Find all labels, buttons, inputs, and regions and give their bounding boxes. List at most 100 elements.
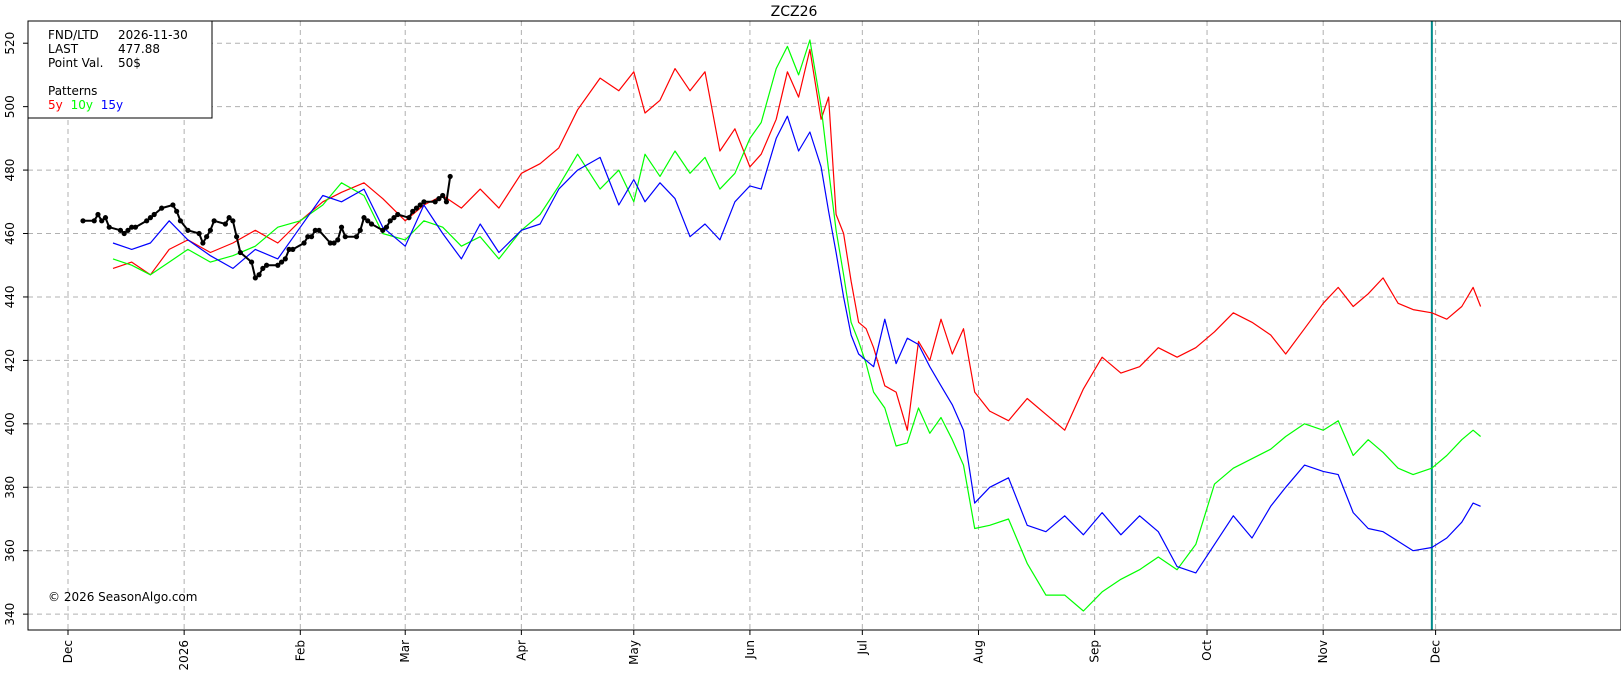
series-point — [447, 173, 453, 180]
series-point — [159, 205, 165, 211]
y-tick-label: 420 — [3, 349, 17, 372]
x-tick-label: Dec — [61, 640, 75, 663]
x-tick-label: Jul — [855, 640, 869, 655]
x-tick-label: Apr — [514, 640, 528, 661]
series-point — [368, 221, 375, 227]
series-point — [391, 215, 397, 221]
patterns-label: Patterns — [48, 84, 97, 98]
y-tick-label: 380 — [3, 476, 17, 499]
pointval-label: Point Val. — [48, 56, 103, 70]
x-tick-label: Mar — [398, 640, 412, 663]
y-tick-label: 480 — [3, 159, 17, 182]
series-point — [185, 227, 191, 233]
series-point — [335, 237, 341, 243]
series-point — [125, 227, 131, 233]
series-point — [308, 234, 315, 240]
series-line-5y — [112, 48, 1482, 431]
series-point — [338, 224, 345, 230]
series-point — [436, 196, 442, 202]
series-point — [226, 215, 232, 221]
series-point — [237, 249, 243, 256]
series-point — [440, 192, 446, 199]
grid-lines — [28, 21, 1621, 630]
series-point — [290, 246, 296, 252]
series-point — [413, 205, 420, 211]
series-point — [278, 259, 285, 265]
copyright-text: © 2026 SeasonAlgo.com — [48, 590, 197, 604]
patterns-legend: 5y 10y 15y — [48, 98, 123, 112]
series-point — [406, 215, 412, 221]
x-tick-label: Feb — [293, 640, 307, 661]
last-value: 477.88 — [118, 42, 160, 56]
series-point — [170, 202, 176, 208]
x-tick-label: Sep — [1088, 640, 1102, 663]
series-point — [95, 211, 101, 218]
series-point — [91, 218, 97, 224]
x-axis: Dec 2026 Feb Mar Apr May Jun Jul Aug Sep Oct Nov Dec — [61, 630, 1443, 671]
series-line-15y — [112, 115, 1481, 574]
y-tick-label: 460 — [3, 222, 17, 245]
last-label: LAST — [48, 42, 79, 56]
series-point — [234, 234, 240, 240]
series-point — [211, 218, 217, 224]
series-point — [365, 218, 371, 224]
series-point — [248, 259, 255, 265]
legend-5y: 5y — [48, 98, 63, 112]
x-tick-label: Dec — [1429, 640, 1443, 663]
series-point — [129, 224, 135, 230]
x-tick-label: 2026 — [177, 640, 191, 671]
series-point — [387, 218, 393, 224]
legend-15y: 15y — [101, 98, 123, 112]
series-point — [147, 215, 154, 221]
series-point — [207, 227, 213, 233]
series-point — [106, 224, 112, 230]
y-tick-label: 340 — [3, 603, 17, 626]
series-point — [102, 215, 109, 221]
series-point — [196, 230, 202, 237]
series-point — [286, 246, 292, 252]
y-tick-label: 500 — [3, 95, 17, 118]
series-point — [421, 199, 427, 205]
series-point — [342, 234, 348, 240]
series-point — [282, 256, 288, 262]
y-tick-label: 360 — [3, 539, 17, 562]
series-point — [316, 227, 322, 233]
series-point — [99, 218, 105, 224]
series-point — [275, 262, 281, 268]
series-point — [132, 224, 139, 230]
series-point — [200, 240, 206, 246]
series-point — [312, 227, 318, 233]
series-point — [383, 224, 390, 230]
series-point — [331, 240, 337, 246]
series-point — [80, 218, 86, 224]
y-axis: 340 360 380 400 420 440 460 480 500 520 — [3, 32, 28, 626]
series-point — [432, 199, 438, 205]
series-point — [117, 227, 124, 233]
legend-10y: 10y — [71, 98, 93, 112]
series-point — [121, 230, 127, 237]
series-point — [353, 234, 360, 240]
series-point — [327, 240, 333, 246]
series-point — [301, 240, 307, 246]
series-point — [174, 208, 180, 214]
series-point — [395, 211, 401, 218]
plot-frame — [27, 20, 1621, 631]
fnd-value: 2026-11-30 — [118, 28, 188, 42]
series-point — [144, 218, 150, 224]
x-tick-label: Aug — [971, 640, 985, 663]
info-box-frame — [27, 20, 213, 119]
chart-title: ZCZ26 — [771, 4, 818, 20]
series-point — [256, 272, 262, 278]
series-point — [443, 199, 450, 205]
y-tick-label: 440 — [3, 286, 17, 309]
info-box: FND/LTD 2026-11-30 LAST 477.88 Point Val… — [27, 20, 213, 119]
series-point — [222, 221, 228, 227]
series-point — [230, 218, 236, 224]
series-point — [151, 211, 157, 218]
series-point — [263, 262, 270, 268]
series-point — [204, 234, 210, 240]
y-tick-label: 400 — [3, 412, 17, 435]
x-tick-label: Nov — [1316, 640, 1330, 663]
